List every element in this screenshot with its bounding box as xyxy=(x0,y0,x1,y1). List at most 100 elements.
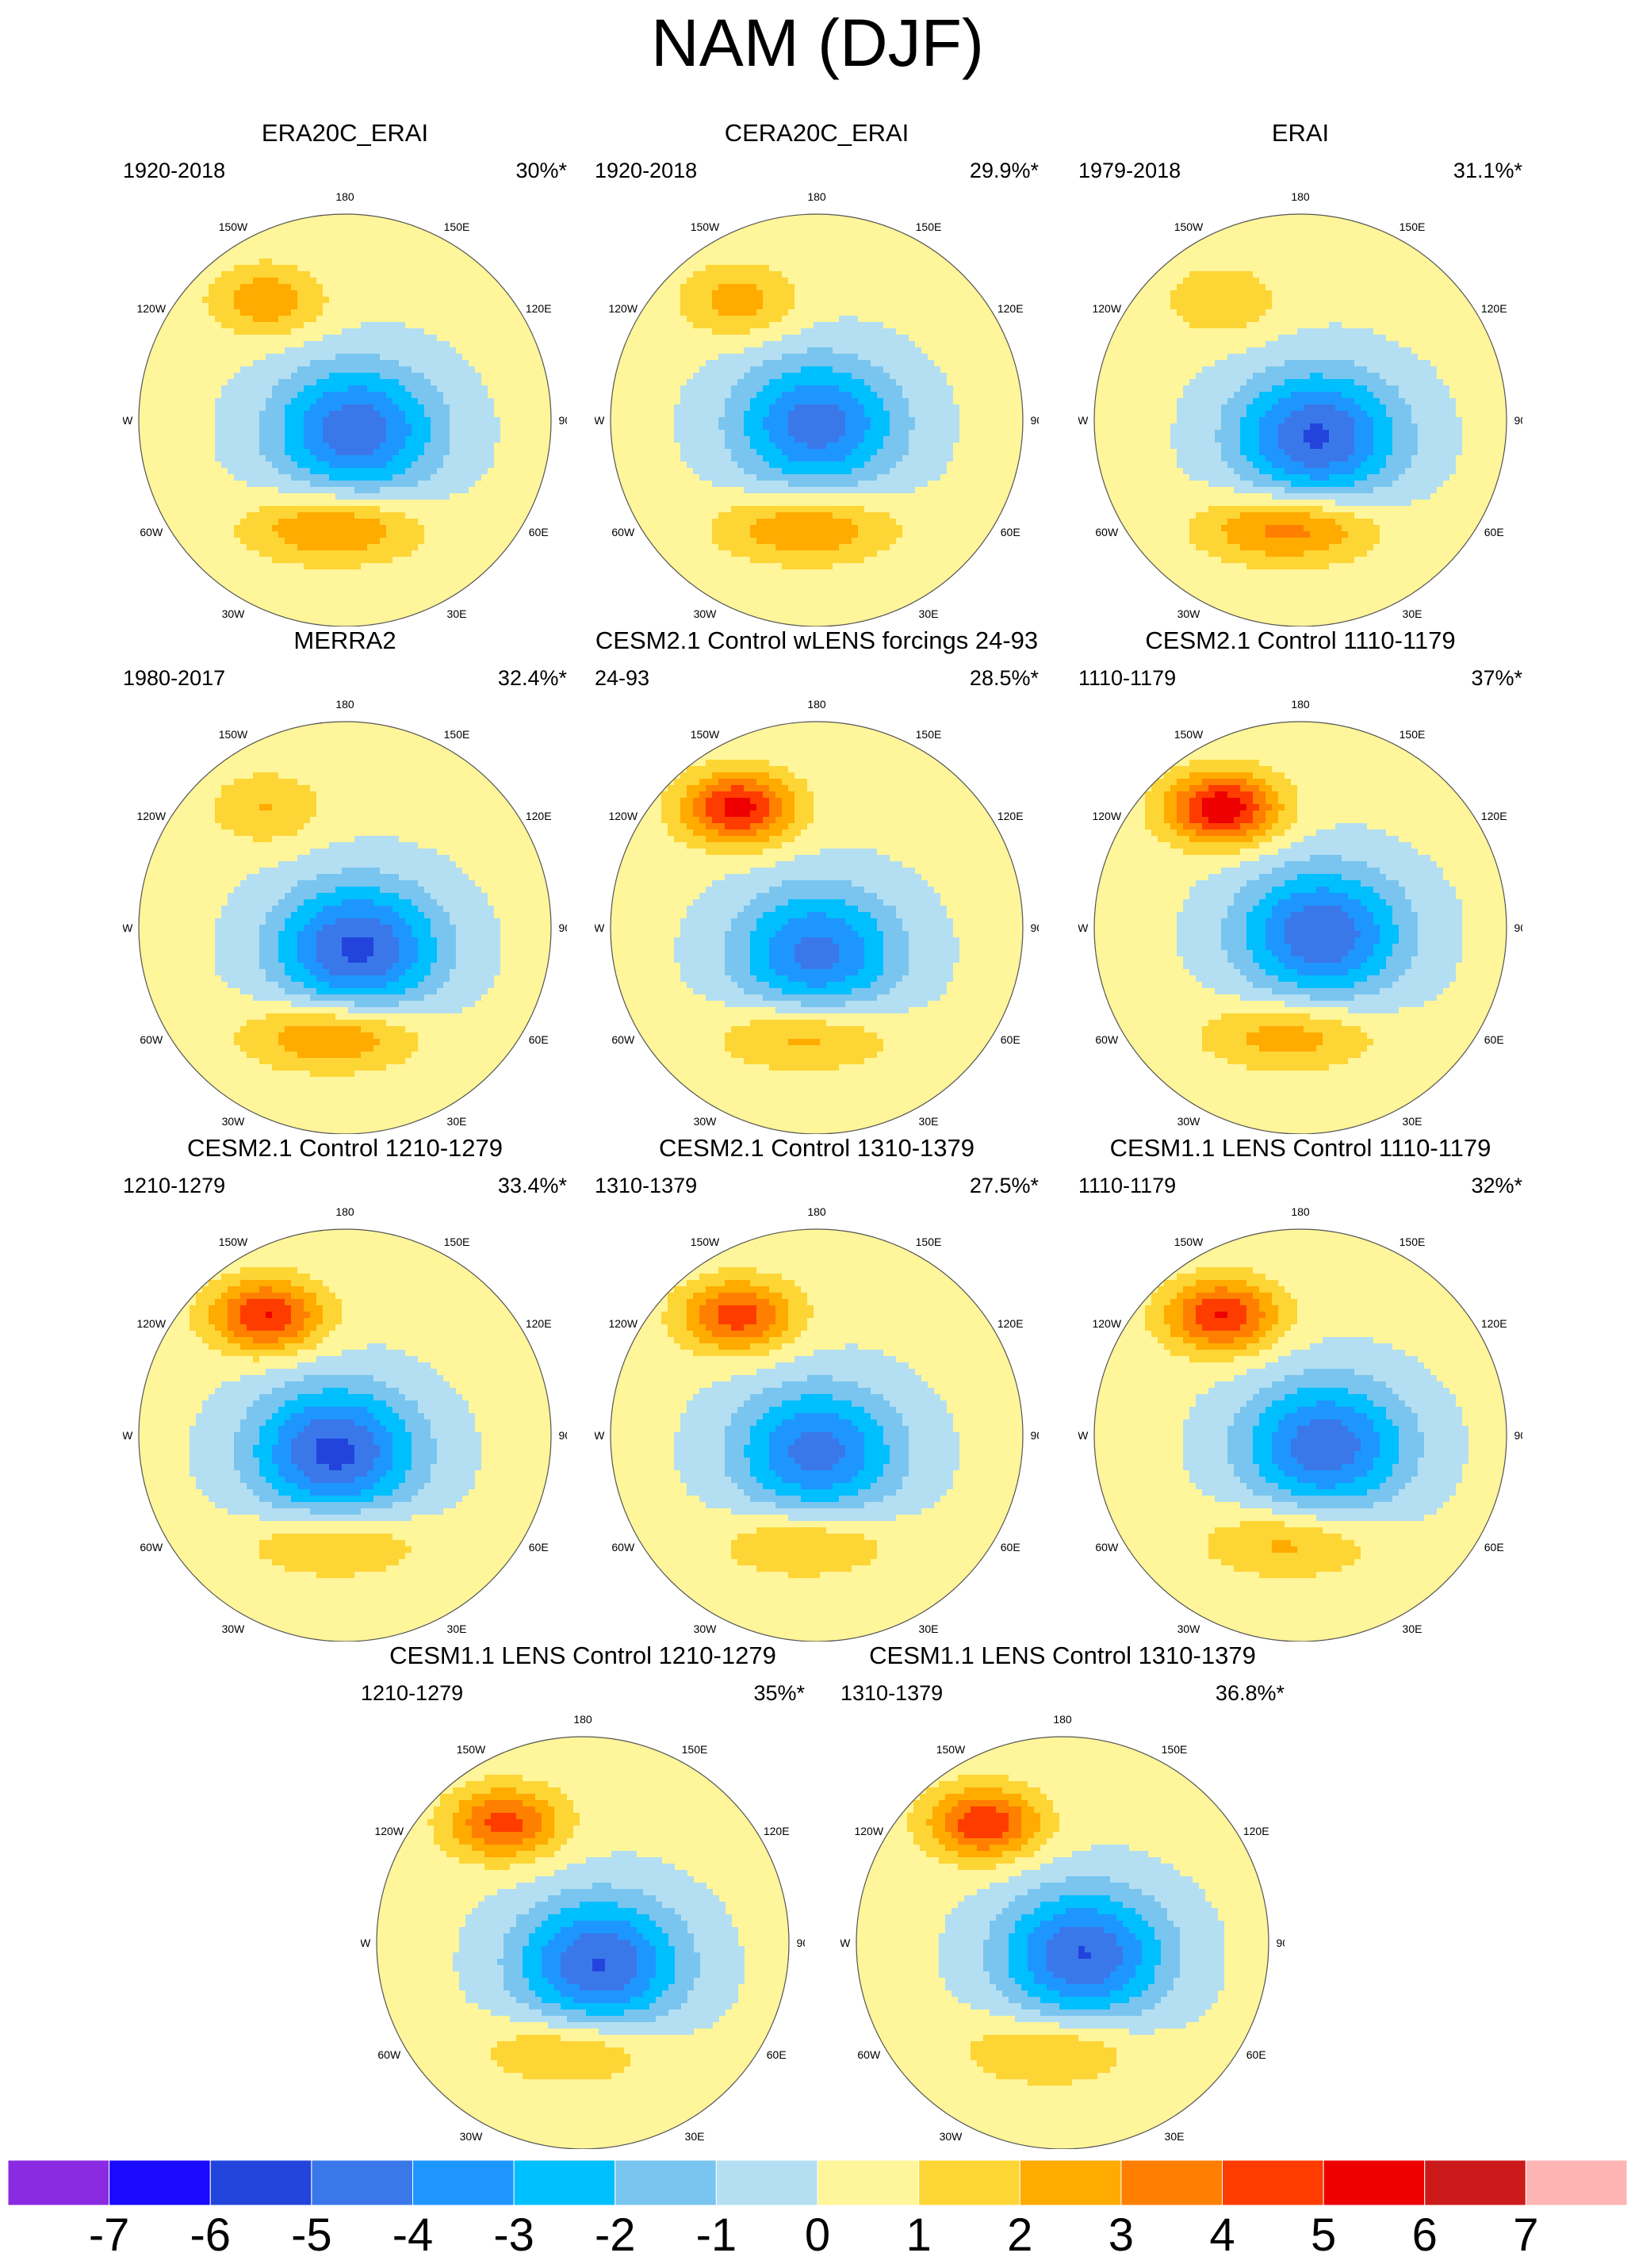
longitude-label: 120W xyxy=(608,810,638,822)
longitude-label: 30W xyxy=(694,1622,718,1635)
longitude-label: 90E xyxy=(1514,414,1522,427)
colorbar-swatch xyxy=(918,2159,1020,2206)
map-boundary xyxy=(856,1736,1269,2149)
longitude-label: 120W xyxy=(1092,810,1121,822)
longitude-label: 150E xyxy=(444,220,470,233)
map-panel: CESM2.1 Control wLENS forcings 24-93 24-9… xyxy=(595,626,1039,1134)
longitude-label: 90E xyxy=(797,1937,805,1949)
colorbar-swatch xyxy=(615,2159,717,2206)
longitude-label: 120E xyxy=(526,302,552,315)
longitude-label: 90E xyxy=(1514,921,1522,934)
colorbar-swatch xyxy=(715,2159,818,2206)
longitude-label: 60W xyxy=(1095,526,1119,538)
longitude-label: 120W xyxy=(608,302,638,315)
longitude-label: 90W xyxy=(123,414,133,427)
longitude-label: 30W xyxy=(1177,1622,1201,1635)
panel-title: MERRA2 xyxy=(123,626,567,655)
longitude-label: 180 xyxy=(807,698,826,711)
longitude-label: 120W xyxy=(136,1317,166,1330)
longitude-label: 180 xyxy=(1291,698,1310,711)
colorbar-tick-label: -6 xyxy=(170,2209,250,2262)
longitude-label: 120E xyxy=(526,1317,552,1330)
colorbar-tick-label: 6 xyxy=(1385,2209,1465,2262)
longitude-label: 90W xyxy=(1078,414,1089,427)
longitude-label: 30E xyxy=(1403,1115,1422,1128)
longitude-label: 90W xyxy=(840,1937,851,1949)
panel-period: 1210-1279 xyxy=(123,1174,225,1198)
longitude-label: 120E xyxy=(997,810,1024,822)
colorbar-swatch xyxy=(412,2159,515,2206)
panel-title: ERAI xyxy=(1078,119,1522,147)
map-boundary xyxy=(138,721,552,1134)
panel-variance: 31.1%* xyxy=(1453,159,1522,183)
longitude-label: 60E xyxy=(1484,526,1504,538)
map-boundary xyxy=(1093,721,1507,1134)
longitude-label: 60W xyxy=(377,2048,401,2061)
colorbar-swatch xyxy=(1019,2159,1122,2206)
polar-map: 180150E120E90E60E30E030W60W90W120W150W xyxy=(1078,698,1522,1134)
panel-period: 1310-1379 xyxy=(595,1174,697,1198)
panel-variance: 27.5%* xyxy=(970,1174,1039,1198)
longitude-label: 150W xyxy=(219,220,248,233)
colorbar-swatch xyxy=(209,2159,312,2206)
longitude-label: 90E xyxy=(1031,414,1039,427)
longitude-label: 120E xyxy=(997,302,1024,315)
longitude-label: 150E xyxy=(1162,1743,1188,1756)
colorbar-tick-label: -2 xyxy=(576,2209,655,2262)
colorbar-swatch xyxy=(1323,2159,1426,2206)
panel-period: 1110-1179 xyxy=(1078,666,1176,691)
longitude-label: 180 xyxy=(1291,190,1310,203)
panel-variance: 37%* xyxy=(1471,666,1522,691)
map-boundary xyxy=(610,213,1024,626)
colorbar-tick-label: -5 xyxy=(272,2209,351,2262)
longitude-label: 90W xyxy=(1078,921,1089,934)
polar-map: 180150E120E90E60E30E030W60W90W120W150W xyxy=(123,190,567,626)
panel-period: 1210-1279 xyxy=(361,1681,463,1706)
colorbar-swatch xyxy=(513,2159,616,2206)
longitude-label: 120W xyxy=(1092,302,1121,315)
polar-map: 180150E120E90E60E30E030W60W90W120W150W xyxy=(840,1713,1285,2149)
longitude-label: 60W xyxy=(611,1033,635,1046)
panel-variance: 35%* xyxy=(753,1681,805,1706)
longitude-label: 150W xyxy=(691,220,720,233)
panel-period: 1980-2017 xyxy=(123,666,225,691)
polar-map: 180150E120E90E60E30E030W60W90W120W150W xyxy=(595,1205,1039,1642)
longitude-label: 180 xyxy=(1291,1205,1310,1218)
panel-variance: 32%* xyxy=(1471,1174,1522,1198)
longitude-label: 120E xyxy=(1481,1317,1507,1330)
colorbar-swatch xyxy=(7,2159,110,2206)
longitude-label: 60E xyxy=(767,2048,787,2061)
map-panel: MERRA2 1980-2017 32.4%* 180 150E 120E 90E 60E 30… xyxy=(123,626,567,1134)
longitude-label: 150E xyxy=(916,728,942,741)
map-boundary xyxy=(1093,1228,1507,1642)
longitude-label: 30E xyxy=(1403,1622,1422,1635)
panel-title: CESM2.1 Control wLENS forcings 24-93 xyxy=(595,626,1039,655)
panel-period: 1920-2018 xyxy=(123,159,225,183)
longitude-label: 120E xyxy=(1481,302,1507,315)
longitude-label: 30W xyxy=(1177,1115,1201,1128)
contour-field xyxy=(611,1229,1023,1642)
longitude-label: 90E xyxy=(1277,1937,1285,1949)
longitude-label: 90E xyxy=(1514,1429,1522,1442)
longitude-label: 30W xyxy=(1177,607,1201,620)
longitude-label: 30W xyxy=(694,607,718,620)
longitude-label: 150E xyxy=(916,220,942,233)
polar-map: 180150E120E90E60E30E030W60W90W120W150W xyxy=(595,190,1039,626)
longitude-label: 60W xyxy=(611,1541,635,1554)
longitude-label: 120W xyxy=(374,1825,404,1837)
longitude-label: 150W xyxy=(1174,220,1204,233)
longitude-label: 90E xyxy=(559,1429,567,1442)
panel-variance: 33.4%* xyxy=(498,1174,567,1198)
longitude-label: 180 xyxy=(335,190,354,203)
colorbar-swatch xyxy=(311,2159,413,2206)
longitude-label: 180 xyxy=(335,698,354,711)
longitude-label: 180 xyxy=(1053,1713,1072,1726)
longitude-label: 150E xyxy=(682,1743,708,1756)
panel-variance: 30%* xyxy=(515,159,567,183)
map-panel: CESM1.1 LENS Control 1110-1179 1110-1179 3… xyxy=(1078,1134,1522,1642)
longitude-label: 30E xyxy=(447,607,467,620)
panel-variance: 29.9%* xyxy=(970,159,1039,183)
panel-period: 1310-1379 xyxy=(840,1681,943,1706)
